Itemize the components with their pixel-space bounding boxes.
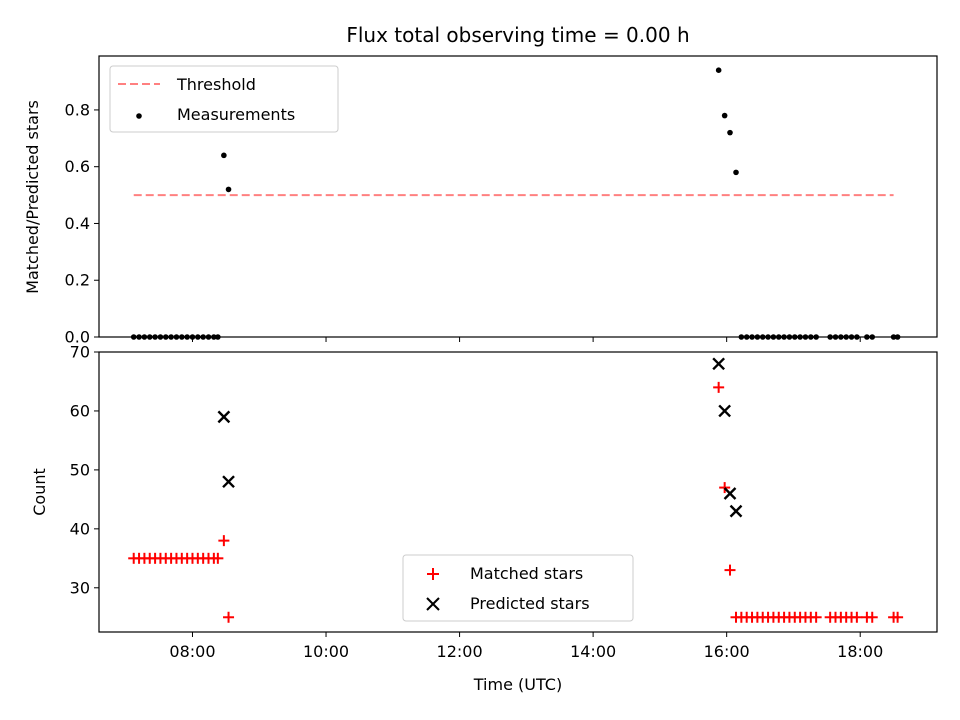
matched-legend-label: Matched stars xyxy=(470,564,583,583)
top-y-tick-label: 0.4 xyxy=(65,214,90,233)
measurements-legend-label: Measurements xyxy=(177,105,295,124)
top-y-tick-label: 0.8 xyxy=(65,100,90,119)
predicted-star-point xyxy=(718,404,732,418)
matched-star-point xyxy=(892,611,904,623)
bottom-y-tick-label: 50 xyxy=(70,460,90,479)
predicted-star-point xyxy=(217,410,231,424)
top-panel: 0.00.20.40.60.8 Matched/Predicted stars … xyxy=(23,55,938,347)
predicted-star-point xyxy=(729,504,743,518)
measurement-point xyxy=(225,186,232,193)
measurements-legend-swatch xyxy=(136,113,142,119)
top-legend-box xyxy=(109,65,339,133)
bottom-legend: Matched stars Predicted stars xyxy=(402,554,634,622)
measurement-point xyxy=(733,169,739,176)
predicted-star-point xyxy=(222,475,235,489)
bottom-panel: 30 40 50 60 70 08:00 10:00 12:00 14:00 16:00 18:0… xyxy=(30,343,938,694)
matched-star-point xyxy=(218,535,230,547)
bottom-x-tick-label: 10:00 xyxy=(303,642,349,661)
bottom-x-tick-label: 12:00 xyxy=(437,642,483,661)
matched-star-point xyxy=(866,611,878,623)
bottom-y-tick-label: 40 xyxy=(70,519,90,538)
top-y-ticks: 0.0 0.2 0.4 0.6 0.8 xyxy=(65,100,99,347)
bottom-legend-box xyxy=(402,554,634,622)
predicted-legend-swatch xyxy=(426,597,440,611)
bottom-y-tick-label: 70 xyxy=(70,343,90,362)
bottom-axes-frame xyxy=(98,351,938,633)
matched-legend-swatch xyxy=(427,568,439,580)
matched-star-point xyxy=(713,381,725,393)
bottom-x-tick-label: 08:00 xyxy=(169,642,215,661)
matched-star-point xyxy=(810,611,822,623)
bottom-y-tick-label: 60 xyxy=(70,401,90,420)
bottom-x-tick-label: 18:00 xyxy=(837,642,883,661)
bottom-x-tick-label: 14:00 xyxy=(570,642,616,661)
bottom-y-ticks: 30 40 50 60 70 xyxy=(70,343,99,597)
measurement-point xyxy=(221,152,227,159)
matched-star-point xyxy=(851,611,863,623)
matched-star-point xyxy=(719,482,731,494)
top-y-tick-label: 0.6 xyxy=(65,157,90,176)
top-y-tick-label: 0.2 xyxy=(65,271,90,290)
matched-star-point xyxy=(212,552,224,564)
measurement-point xyxy=(721,112,728,119)
top-plot-content xyxy=(130,67,901,340)
bottom-x-tick-label: 16:00 xyxy=(704,642,750,661)
top-y-axis-label: Matched/Predicted stars xyxy=(23,100,42,294)
bottom-x-ticks: 08:00 10:00 12:00 14:00 16:00 18:00 xyxy=(169,632,883,661)
predicted-star-point xyxy=(723,487,737,500)
matched-star-point xyxy=(724,564,736,576)
bottom-plot-content xyxy=(128,357,904,623)
top-legend: Threshold Measurements xyxy=(109,65,339,133)
top-axes-frame xyxy=(98,55,938,338)
threshold-legend-label: Threshold xyxy=(176,75,256,94)
measurement-point xyxy=(715,67,722,73)
chart-title: Flux total observing time = 0.00 h xyxy=(346,23,689,47)
bottom-y-tick-label: 30 xyxy=(70,578,90,597)
top-y-tick-label: 0.0 xyxy=(65,328,90,347)
bottom-y-axis-label: Count xyxy=(30,468,49,516)
bottom-x-axis-label: Time (UTC) xyxy=(473,675,562,694)
predicted-star-point xyxy=(712,357,726,371)
top-x-ticks xyxy=(191,337,861,342)
matched-star-point xyxy=(223,611,235,623)
measurement-point xyxy=(727,129,733,136)
predicted-legend-label: Predicted stars xyxy=(470,594,590,613)
